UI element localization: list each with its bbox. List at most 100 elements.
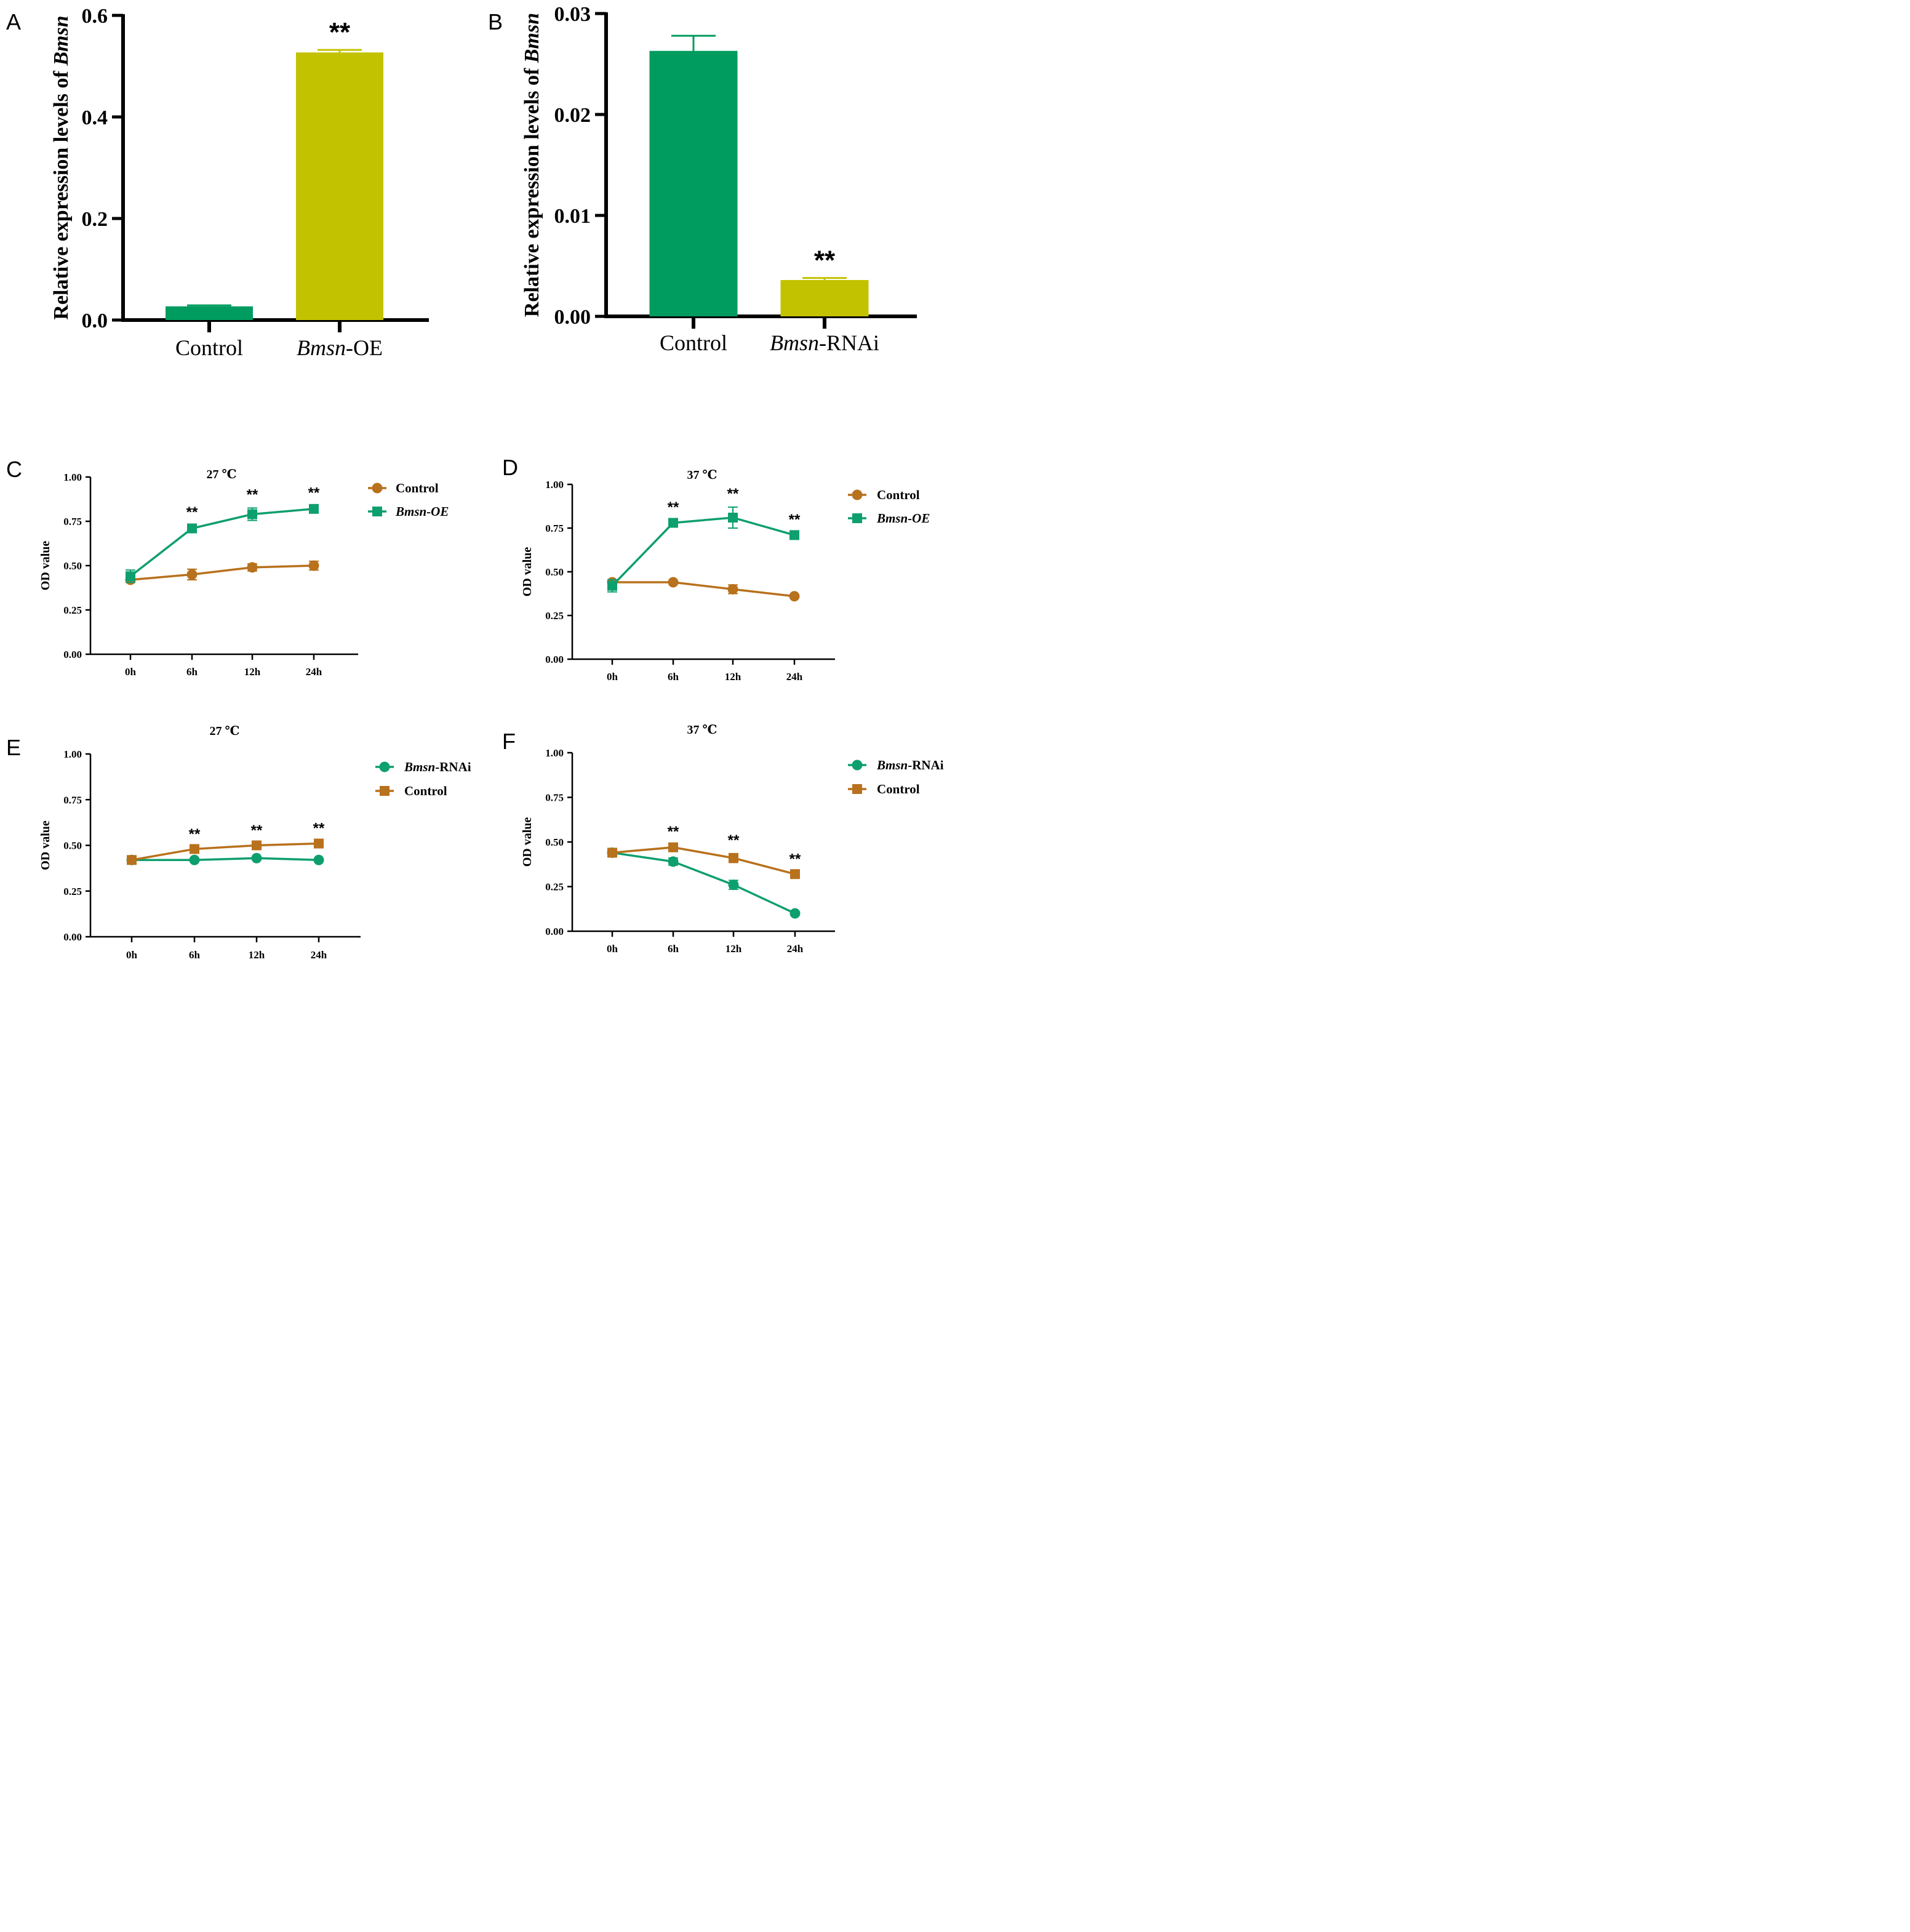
legend-label: Control [877, 487, 920, 502]
y-axis-label: OD value [521, 817, 534, 867]
x-tick-label: 6h [186, 666, 198, 678]
significance-label: ** [313, 820, 325, 837]
data-point [727, 583, 738, 595]
significance-label: ** [189, 826, 201, 843]
data-point [309, 503, 319, 514]
data-point [247, 562, 258, 573]
legend-label-plain: -RNAi [435, 760, 471, 774]
category-label-plain: -OE [346, 335, 383, 360]
legend-marker [852, 784, 862, 794]
data-point [607, 580, 617, 591]
y-axis-label: OD value [39, 541, 52, 591]
category-label-plain: Control [660, 331, 727, 355]
category-label: Control [175, 335, 243, 360]
y-tick-label: 0.50 [63, 560, 82, 572]
legend-marker [372, 507, 382, 516]
y-tick-label: 0.75 [545, 523, 564, 534]
y-axis-label: Relative expression levels of Bmsn [521, 13, 543, 317]
panel-c: C 27 ℃ 0.00 0.25 0.50 0.75 1.00 OD value 0h 6h 12h… [6, 457, 449, 678]
data-point [189, 854, 200, 865]
panel-b: B 0.00 0.01 0.02 0.03 Relative expression lev… [488, 3, 917, 355]
category-label: Bmsn-OE [297, 335, 383, 360]
y-tick-label: 0.50 [545, 836, 564, 848]
y-tick-label: 0.75 [545, 792, 564, 804]
data-point [127, 855, 137, 865]
bar [296, 52, 383, 320]
data-point [186, 569, 198, 580]
significance-label: ** [247, 486, 258, 503]
y-tick-label: 0.25 [63, 886, 82, 897]
data-point [789, 908, 801, 919]
legend-marker [380, 786, 390, 796]
category-label-plain: -RNAi [819, 331, 879, 355]
legend-label-plain: Control [877, 487, 920, 502]
legend-marker [852, 760, 863, 771]
y-tick-label: 1.00 [63, 471, 82, 483]
y-tick-label: 1.00 [545, 479, 564, 491]
bar [780, 279, 869, 316]
legend-label-italic: Bmsn-OE [395, 504, 449, 519]
significance-label: ** [308, 485, 320, 502]
legend-marker [372, 483, 383, 494]
x-tick-label: 0h [125, 666, 137, 678]
legend-label-italic: Bmsn-OE [876, 511, 930, 526]
data-point [607, 848, 617, 858]
y-tick-label: 0.4 [82, 106, 108, 129]
panel-letter: D [502, 455, 518, 480]
y-axis-label-gene: Bmsn [50, 15, 73, 66]
legend-label: Control [877, 782, 920, 796]
y-tick-label: 0.75 [63, 794, 82, 806]
data-point [308, 560, 319, 571]
legend-marker [379, 761, 390, 772]
legend-label-plain: Control [404, 784, 447, 798]
panel-letter: C [6, 457, 22, 482]
chart-title: 37 ℃ [687, 723, 717, 737]
y-tick-label: 0.00 [545, 926, 564, 937]
significance-label: ** [186, 504, 198, 521]
y-axis-label-prefix: Relative expression levels of [521, 63, 543, 317]
bar [649, 50, 738, 317]
legend-label: Bmsn-RNAi [876, 758, 944, 772]
legend-label-plain: Control [877, 782, 920, 796]
data-point [668, 518, 678, 528]
data-point [789, 591, 800, 602]
panel-letter: A [6, 9, 21, 34]
data-point [251, 852, 262, 864]
series-line [130, 564, 314, 581]
y-tick-label: 0.25 [545, 881, 564, 893]
y-tick-label: 0.00 [545, 654, 564, 665]
y-tick-label: 0.50 [63, 840, 82, 852]
y-tick-label: 0.00 [554, 306, 591, 329]
y-tick-label: 0.25 [545, 610, 564, 622]
legend-label-italic: Bmsn [876, 758, 908, 772]
series-line [129, 508, 314, 577]
x-tick-label: 12h [725, 671, 741, 683]
y-axis-label-prefix: Relative expression levels of [50, 66, 73, 320]
panel-a: A 0.0 0.2 0.4 0.6 Relative expression levels … [6, 5, 429, 360]
y-tick-label: 0.25 [63, 604, 82, 616]
y-tick-label: 0.2 [82, 208, 108, 231]
y-axis-label: Relative expression levels of Bmsn [50, 15, 73, 319]
data-point [728, 512, 738, 523]
category-label-italic: Bmsn [770, 331, 819, 355]
data-point [789, 530, 799, 540]
y-tick-label: 0.00 [63, 649, 82, 660]
y-tick-label: 0.02 [554, 104, 591, 127]
x-tick-label: 24h [306, 666, 322, 678]
legend-label: Bmsn-OE [876, 511, 930, 526]
chart-title: 27 ℃ [207, 468, 237, 481]
significance-label: ** [251, 822, 263, 839]
series-line [132, 857, 319, 862]
data-point [187, 523, 197, 534]
category-label: Bmsn-RNAi [770, 331, 879, 355]
y-tick-label: 0.0 [82, 310, 108, 332]
panel-letter: E [6, 735, 21, 760]
panel-letter: B [488, 9, 503, 34]
legend-label-plain: -RNAi [908, 758, 943, 772]
legend-label-italic: Bmsn [404, 760, 435, 774]
series-line [612, 581, 795, 598]
significance-label: ** [814, 246, 836, 276]
significance-label: ** [329, 17, 351, 47]
series-line [131, 842, 319, 861]
